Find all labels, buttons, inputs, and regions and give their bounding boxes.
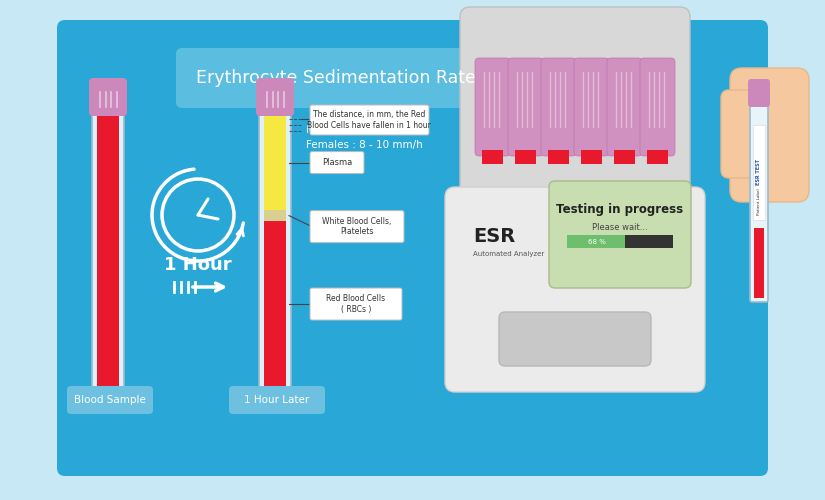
FancyBboxPatch shape [574, 58, 609, 156]
FancyBboxPatch shape [499, 312, 651, 366]
Text: Plasma: Plasma [322, 158, 352, 167]
FancyBboxPatch shape [748, 79, 770, 107]
Text: ESR: ESR [473, 228, 516, 246]
Text: Blood Sample: Blood Sample [74, 395, 146, 405]
Bar [548, 150, 569, 164]
Bar [614, 150, 635, 164]
Text: White Blood Cells,
Platelets: White Blood Cells, Platelets [323, 217, 392, 236]
Bar [264, 221, 286, 387]
Text: Erythrocyte Sedimentation Rate (ESR): Erythrocyte Sedimentation Rate (ESR) [196, 69, 529, 87]
FancyBboxPatch shape [229, 386, 325, 414]
Text: Females : 8 - 10 mm/h: Females : 8 - 10 mm/h [306, 140, 422, 150]
Bar [515, 150, 536, 164]
Text: Red Blood Cells
( RBCs ): Red Blood Cells ( RBCs ) [327, 294, 385, 314]
Bar [482, 150, 503, 164]
FancyBboxPatch shape [549, 181, 691, 288]
FancyBboxPatch shape [310, 288, 402, 320]
FancyBboxPatch shape [445, 187, 705, 392]
FancyBboxPatch shape [92, 108, 124, 392]
Text: Males : 3 - 6 mm/h: Males : 3 - 6 mm/h [306, 125, 403, 135]
FancyBboxPatch shape [541, 58, 576, 156]
Bar [754, 228, 764, 298]
FancyBboxPatch shape [310, 105, 429, 135]
Bar [567, 235, 625, 248]
FancyBboxPatch shape [176, 48, 548, 108]
Text: 68 %: 68 % [588, 238, 606, 244]
FancyBboxPatch shape [721, 90, 759, 178]
FancyBboxPatch shape [607, 58, 642, 156]
FancyBboxPatch shape [508, 58, 543, 156]
FancyBboxPatch shape [256, 78, 294, 116]
FancyBboxPatch shape [750, 100, 768, 302]
Text: 1 Hour: 1 Hour [164, 256, 232, 274]
Bar [567, 235, 673, 248]
Text: 1 Hour Later: 1 Hour Later [244, 395, 309, 405]
FancyBboxPatch shape [259, 108, 291, 392]
FancyBboxPatch shape [310, 210, 404, 242]
Text: Testing in progress: Testing in progress [556, 204, 684, 216]
FancyBboxPatch shape [460, 7, 690, 237]
Bar [753, 125, 765, 220]
FancyBboxPatch shape [67, 386, 153, 414]
FancyBboxPatch shape [89, 78, 127, 116]
FancyBboxPatch shape [57, 20, 768, 476]
Bar [647, 150, 668, 164]
Bar [264, 210, 286, 221]
FancyBboxPatch shape [475, 58, 510, 156]
Text: Automated Analyzer: Automated Analyzer [473, 251, 544, 257]
Bar [264, 115, 286, 210]
Bar [97, 115, 119, 387]
FancyBboxPatch shape [640, 58, 675, 156]
FancyBboxPatch shape [730, 68, 809, 202]
Text: Please wait...: Please wait... [592, 222, 648, 232]
FancyBboxPatch shape [310, 152, 364, 174]
Text: The distance, in mm, the Red
Blood Cells have fallen in 1 hour: The distance, in mm, the Red Blood Cells… [307, 110, 431, 130]
Text: Patient Label: Patient Label [757, 188, 761, 216]
Bar [581, 150, 602, 164]
Text: ESR TEST: ESR TEST [757, 159, 761, 185]
